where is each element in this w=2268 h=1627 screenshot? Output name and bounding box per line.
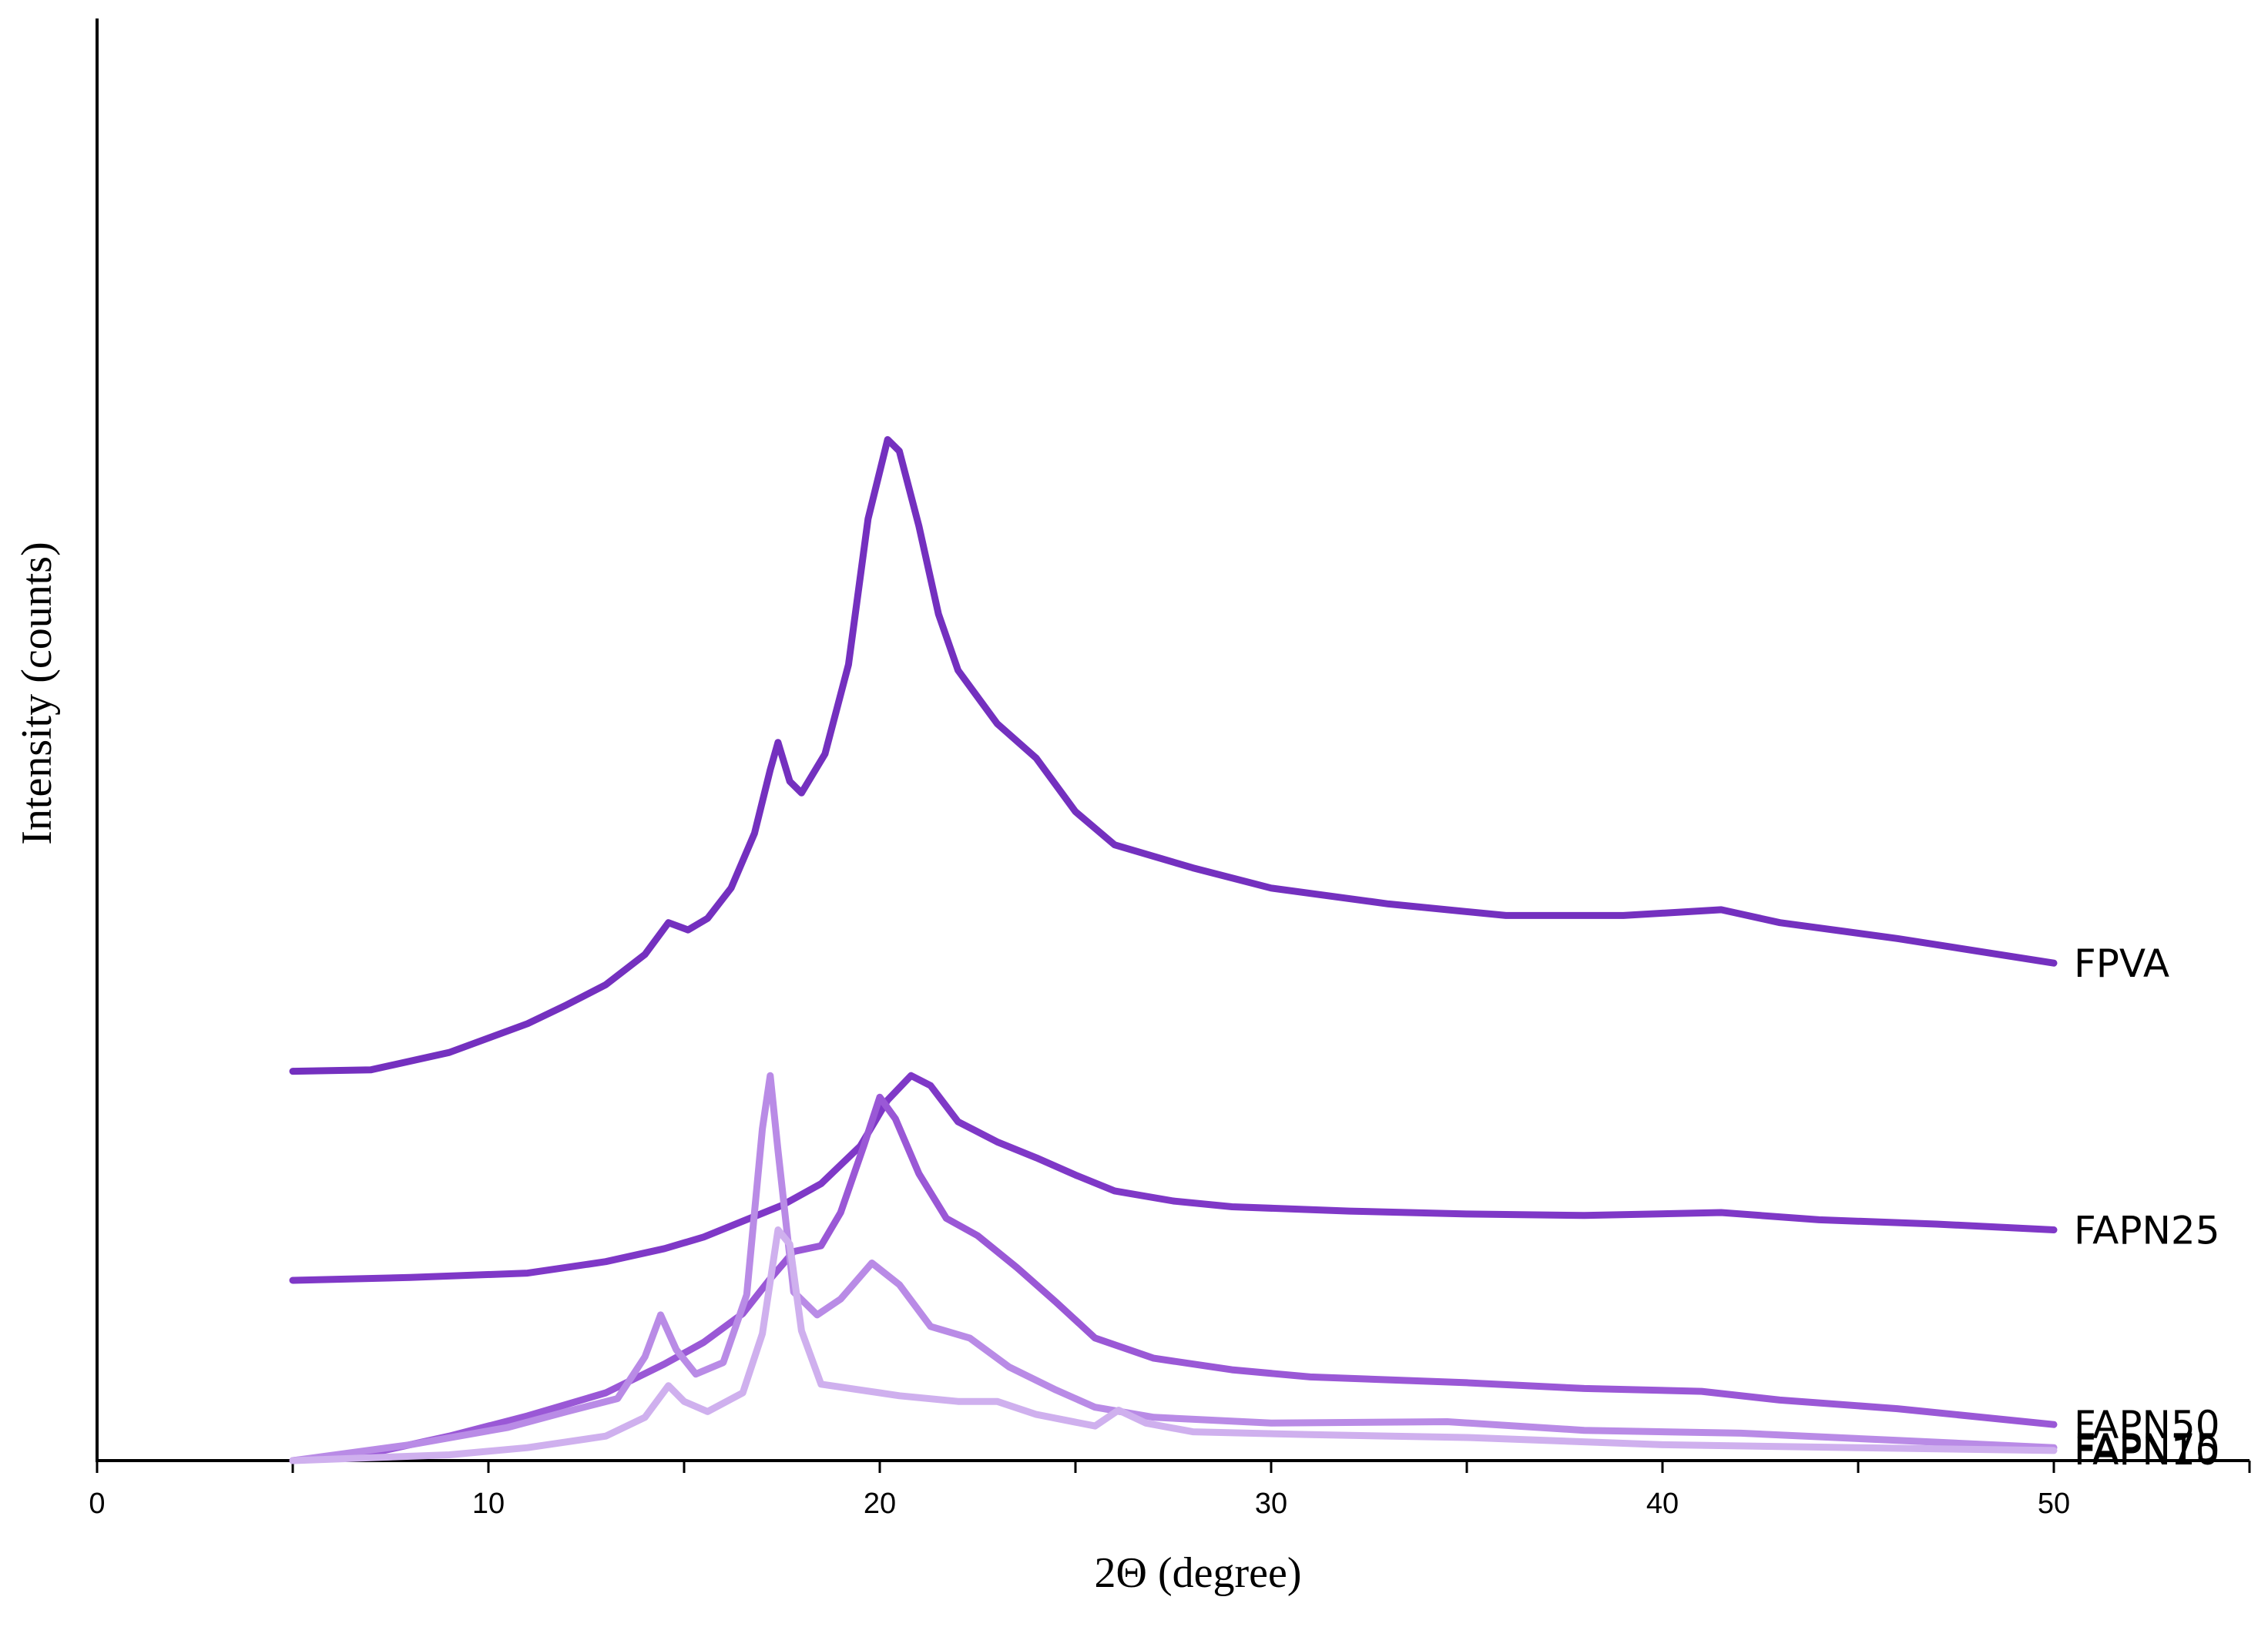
x-tick-label: 0 [89,1488,105,1520]
series-label-fapn25: FAPN25 [2074,1208,2220,1253]
series-label-fapn50: FAPN50 [2074,1403,2220,1448]
x-axis-title: 2Θ (degree) [1095,1549,1302,1597]
series-line-fapn25 [289,1072,2058,1284]
x-tick-label: 50 [2038,1488,2070,1520]
series-line-fapn50 [289,1093,2058,1464]
series-line-fapn10 [289,1226,2058,1464]
x-ticks: 0 10 20 30 40 50 [89,1461,2251,1520]
series-label-fpva: FPVA [2074,941,2169,986]
x-tick-label: 30 [1255,1488,1287,1520]
y-axis-title: Intensity (counts) [13,542,61,844]
x-tick-label: 20 [864,1488,896,1520]
series-label-fapn10: FAPN10 [2074,1429,2220,1474]
x-tick-label: 10 [472,1488,505,1520]
x-tick-label: 40 [1646,1488,1679,1520]
series-label-fapn75: FAPN75 [2074,1426,2220,1471]
series-line-fapn75 [289,1072,2058,1464]
series-line-fpva [289,436,2058,1075]
